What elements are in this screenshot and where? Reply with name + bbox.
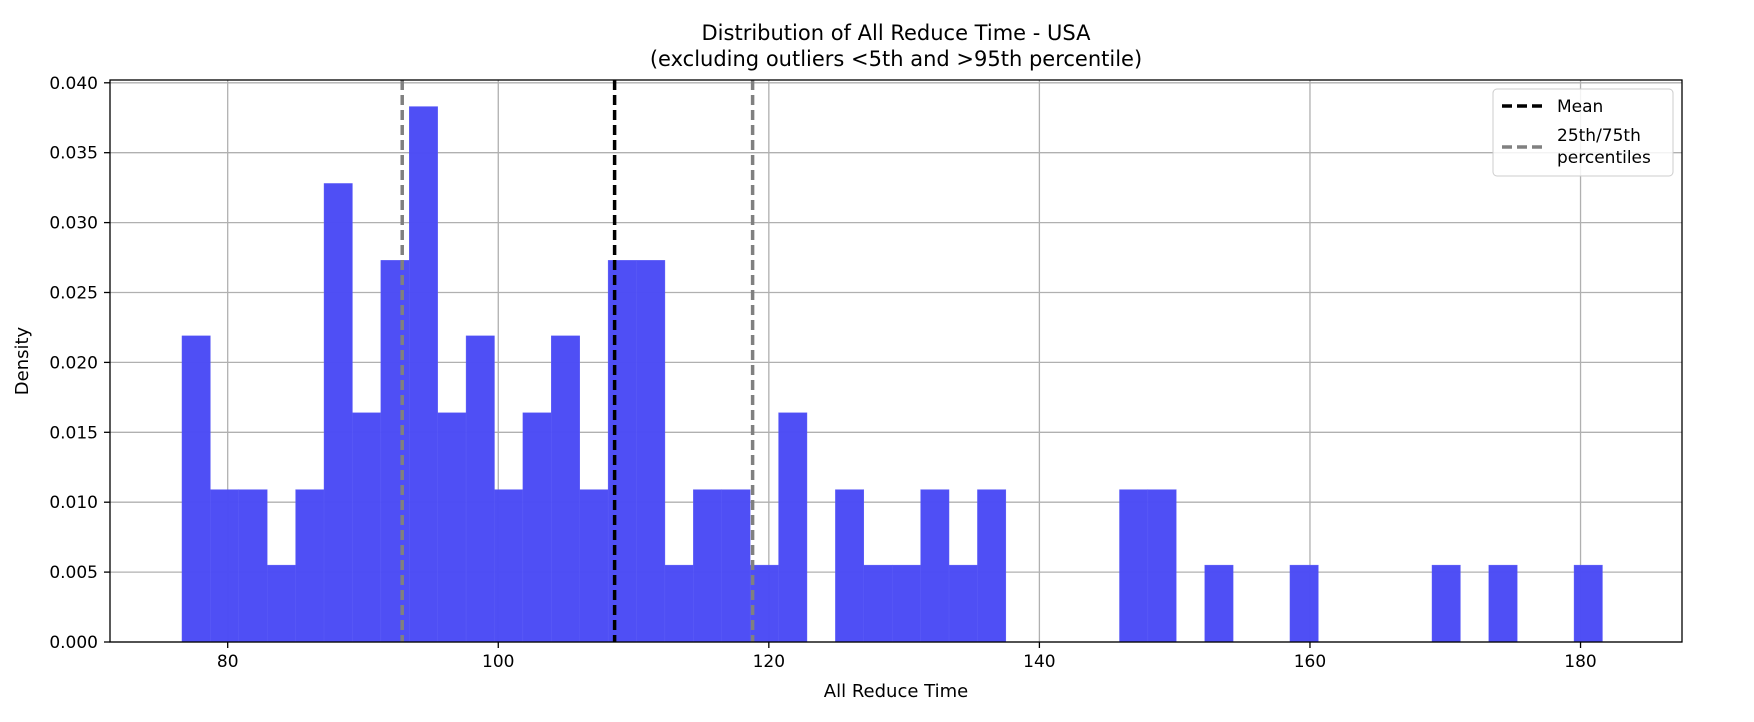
histogram-bar xyxy=(238,489,268,643)
legend-frame xyxy=(1492,88,1674,177)
y-tick-label: 0.015 xyxy=(49,423,98,443)
histogram-bar xyxy=(1119,489,1149,643)
x-axis-label: All Reduce Time xyxy=(824,681,968,702)
histogram-bar xyxy=(380,260,410,643)
histogram-bar xyxy=(1147,489,1177,643)
histogram-bar xyxy=(920,489,950,643)
histogram-bar xyxy=(778,412,808,643)
y-tick-label: 0.030 xyxy=(49,214,98,234)
histogram-bar xyxy=(948,564,978,643)
histogram-bar xyxy=(1289,564,1319,643)
y-axis-label: Density xyxy=(12,326,33,395)
reference-lines-layer xyxy=(400,80,755,642)
histogram-bar xyxy=(863,564,893,643)
y-tick-label: 0.040 xyxy=(49,74,98,94)
bars-layer xyxy=(181,106,1603,643)
histogram-bar xyxy=(835,489,865,643)
histogram-bar xyxy=(1431,564,1461,643)
y-tick-label: 0.020 xyxy=(49,353,98,373)
histogram-bar xyxy=(579,489,609,643)
y-tick-label: 0.025 xyxy=(49,283,98,303)
histogram-bar xyxy=(551,335,580,643)
x-axis-ticks: 80 100 120 140 160 180 xyxy=(217,642,1597,672)
y-tick-label: 0.000 xyxy=(49,633,98,653)
legend-mean-label: Mean xyxy=(1557,97,1603,117)
histogram-bar xyxy=(181,335,211,643)
histogram-bar xyxy=(295,489,325,643)
y-tick-label: 0.035 xyxy=(49,144,98,164)
legend-percentiles-label: 25th/75th percentiles xyxy=(1557,126,1651,168)
histogram-bar xyxy=(409,106,438,643)
legend: Mean 25th/75th percentiles xyxy=(1492,88,1674,177)
x-tick-label: 140 xyxy=(1023,652,1055,672)
plot-frame xyxy=(109,79,1683,643)
chart-title: Distribution of All Reduce Time - USA xyxy=(702,21,1092,45)
histogram-bar xyxy=(1573,564,1603,643)
legend-percentiles-line-1: 25th/75th xyxy=(1557,126,1641,146)
histogram-bar xyxy=(267,564,296,643)
y-tick-label: 0.005 xyxy=(49,563,98,583)
x-tick-label: 100 xyxy=(482,652,514,672)
y-tick-label: 0.010 xyxy=(49,493,98,513)
histogram-bar xyxy=(1204,564,1234,643)
x-tick-label: 160 xyxy=(1294,652,1326,672)
histogram-bar xyxy=(636,260,666,643)
histogram-bar xyxy=(210,489,239,643)
histogram-bar xyxy=(892,564,921,643)
histogram-bar xyxy=(664,564,694,643)
x-tick-label: 120 xyxy=(753,652,785,672)
histogram-bar xyxy=(437,412,467,643)
histogram-bar xyxy=(693,489,722,643)
histogram-bar xyxy=(465,335,495,643)
histogram-bar xyxy=(494,489,524,643)
y-axis-ticks: 0.000 0.005 0.010 0.015 0.020 0.025 0.030 0.035… xyxy=(49,74,110,653)
histogram-bar xyxy=(323,183,353,643)
legend-percentiles-line-2: percentiles xyxy=(1557,148,1651,168)
histogram-bar xyxy=(977,489,1007,643)
histogram-bar xyxy=(749,564,779,643)
histogram-bar xyxy=(352,412,382,643)
histogram-bar xyxy=(721,489,751,643)
histogram-bar xyxy=(1488,564,1518,643)
x-tick-label: 80 xyxy=(217,652,239,672)
histogram-bar xyxy=(522,412,552,643)
histogram-bar xyxy=(607,260,637,643)
x-tick-label: 180 xyxy=(1564,652,1596,672)
chart-subtitle: (excluding outliers <5th and >95th perce… xyxy=(650,47,1142,71)
